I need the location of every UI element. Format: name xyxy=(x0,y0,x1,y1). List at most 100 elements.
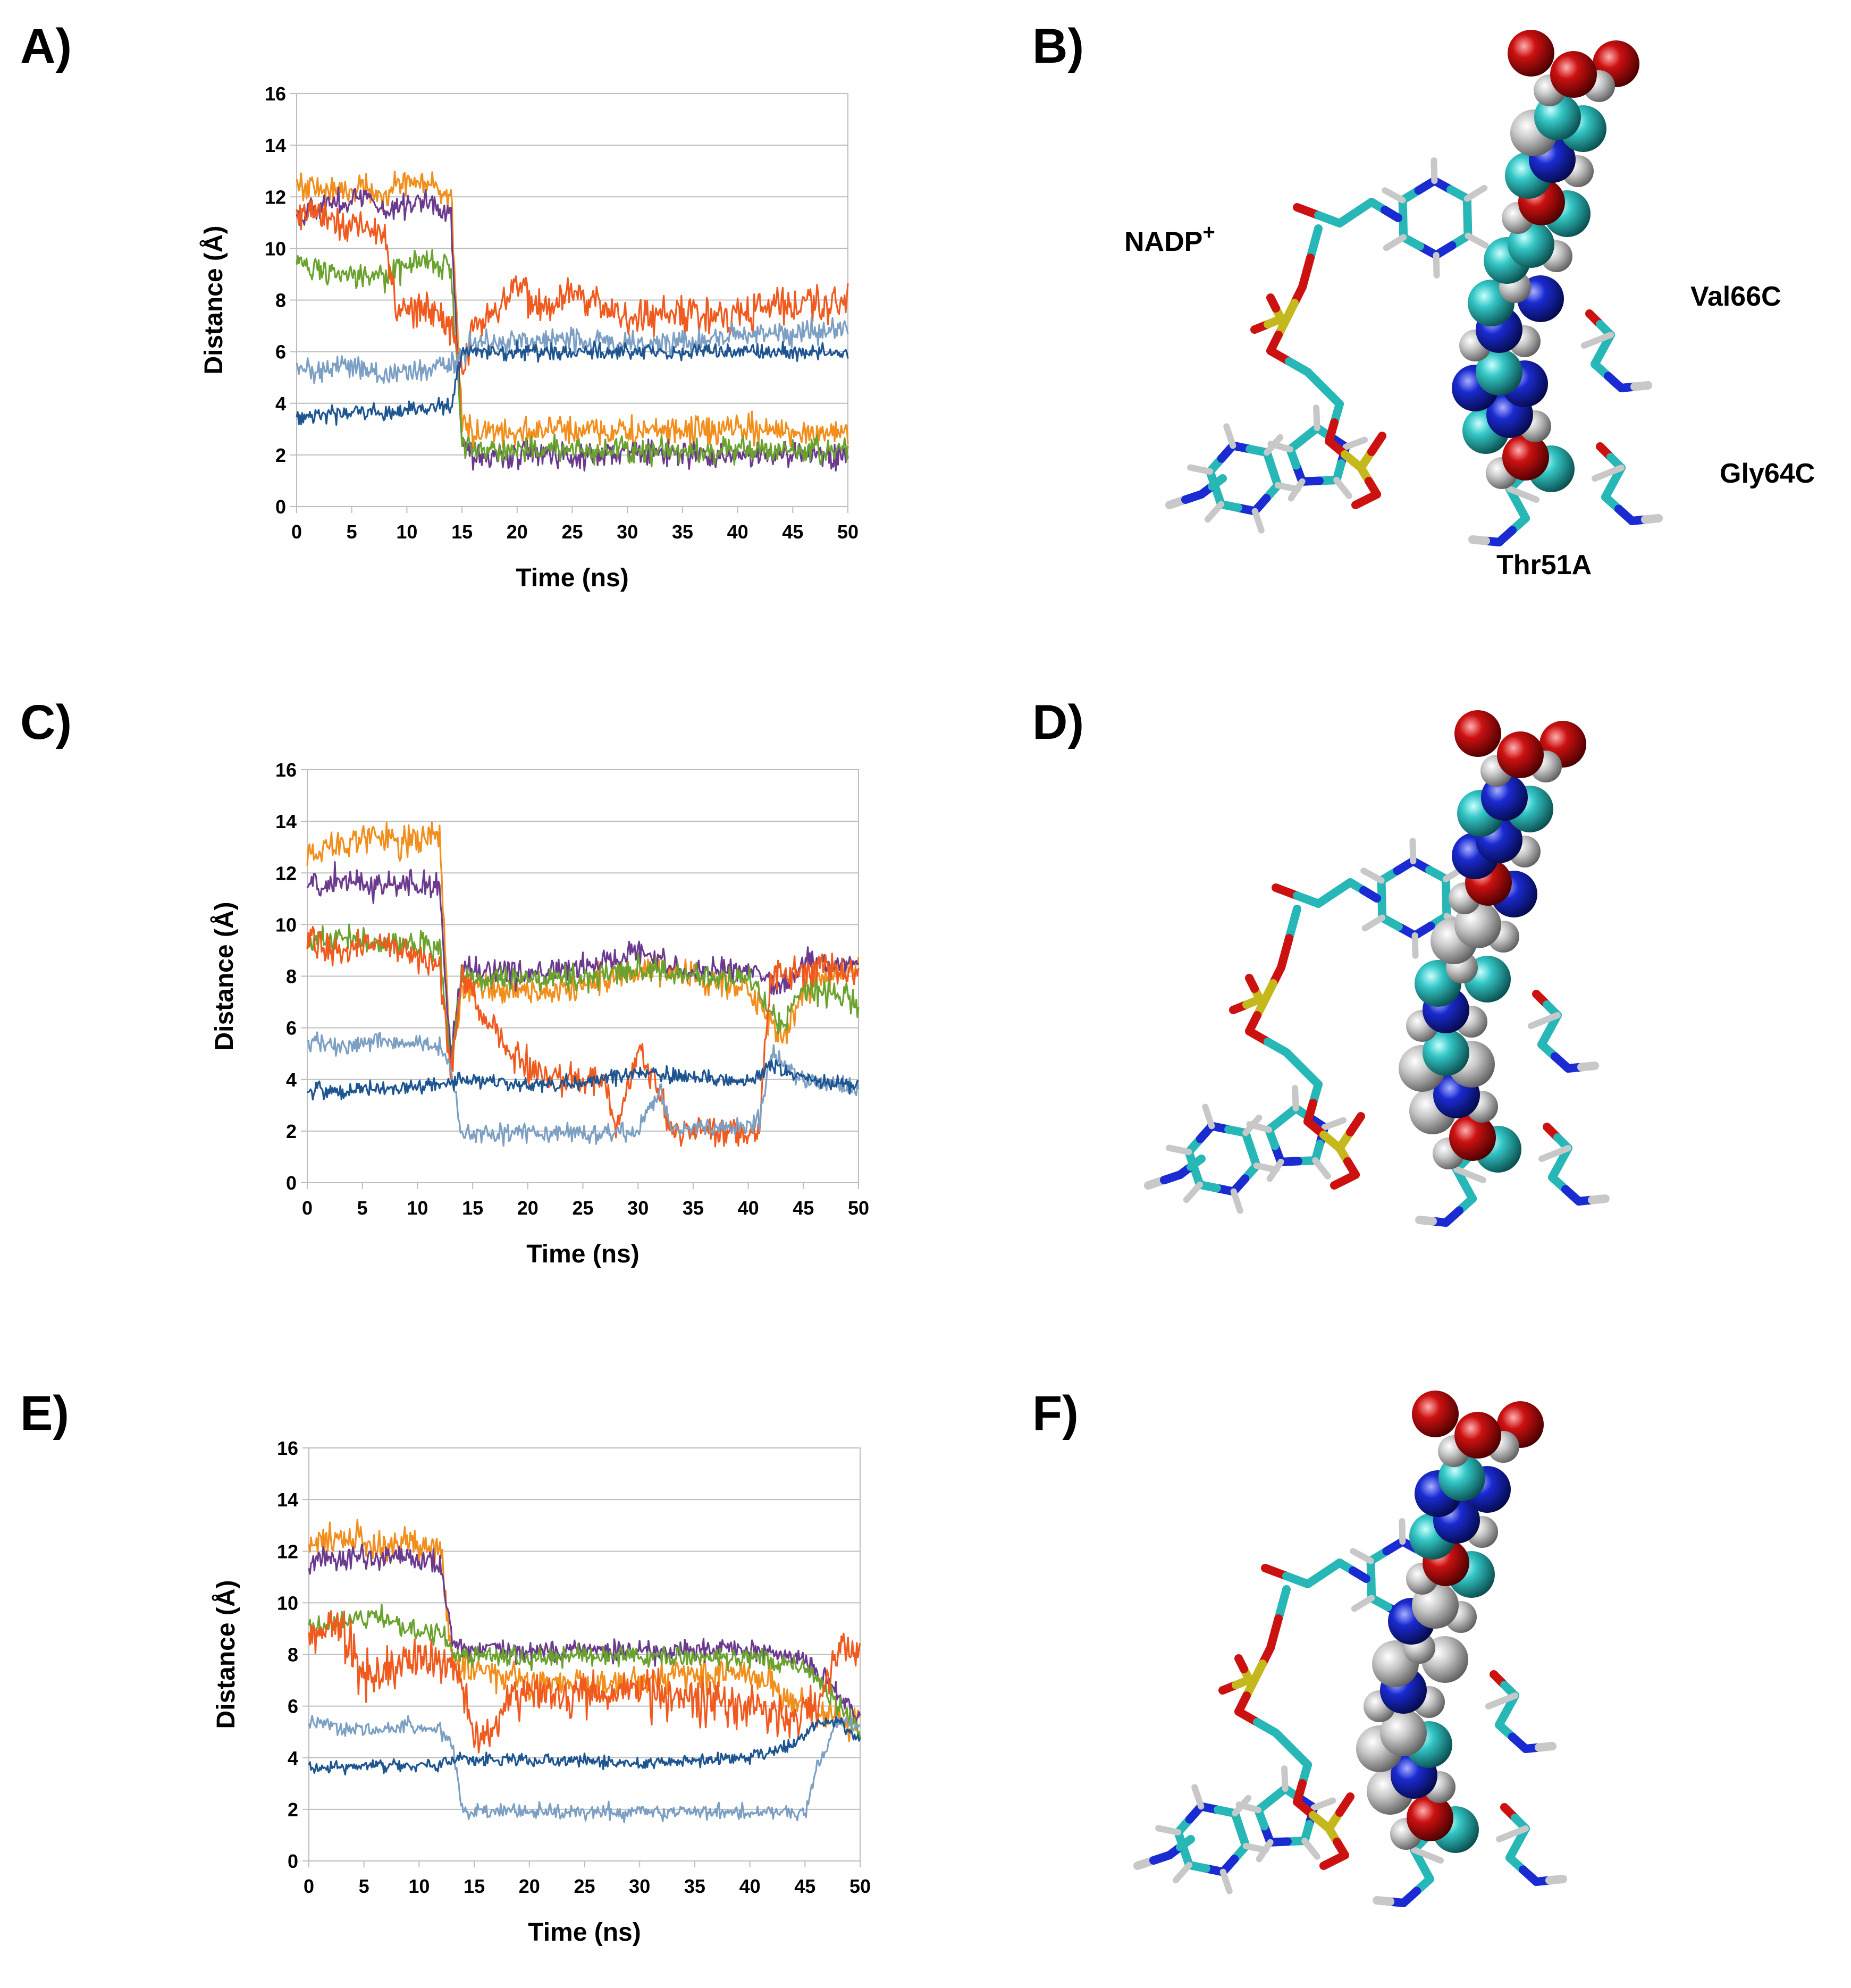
bond xyxy=(1351,1595,1375,1612)
x-tick-label: 50 xyxy=(849,1875,871,1897)
bond xyxy=(1545,1875,1567,1885)
bond xyxy=(1319,1856,1339,1870)
atom-sphere xyxy=(1502,434,1549,481)
bond xyxy=(1191,1784,1205,1810)
bond xyxy=(1176,1835,1195,1851)
bond xyxy=(1298,254,1315,291)
bond xyxy=(1411,1847,1444,1864)
atom-sphere xyxy=(1550,51,1597,98)
bond xyxy=(1306,224,1323,262)
y-tick-label: 16 xyxy=(275,759,297,781)
series-line-green xyxy=(306,923,860,1071)
chart-panel-c: 0 2 4 6 8 10 12 14 16 0 5 10 15 20 25 30 35 40 45 50 Time (n… xyxy=(210,759,869,1268)
bond xyxy=(1301,1838,1320,1860)
bond xyxy=(1256,1839,1274,1863)
panel-letter-d: D) xyxy=(1032,695,1084,749)
bond xyxy=(1630,381,1652,391)
x-axis-title: Time (ns) xyxy=(526,1240,639,1268)
panel-letter-f: F) xyxy=(1032,1386,1079,1441)
y-axis-title: Distance (Å) xyxy=(210,902,239,1050)
y-tick-label: 16 xyxy=(277,1437,298,1459)
series-line-light-blue xyxy=(307,1031,860,1147)
bond xyxy=(1208,474,1227,491)
x-tick-label: 45 xyxy=(793,1197,814,1219)
bond xyxy=(1321,1117,1347,1131)
atom-sphere xyxy=(1412,1391,1459,1437)
label-nadp: NADP+ xyxy=(1124,221,1215,257)
bond xyxy=(1335,1792,1354,1817)
y-tick-label: 10 xyxy=(275,914,297,936)
bond xyxy=(1383,234,1407,251)
bond xyxy=(1223,423,1236,449)
bond xyxy=(1468,535,1490,545)
label-val66c: Val66C xyxy=(1690,281,1781,312)
series-line-orange xyxy=(306,821,860,1071)
bond xyxy=(1381,206,1402,222)
x-tick-label: 35 xyxy=(672,521,693,543)
x-tick-label: 25 xyxy=(572,1197,593,1219)
bond xyxy=(1465,232,1489,249)
bond xyxy=(1230,1188,1243,1214)
bond xyxy=(1535,1742,1556,1752)
label-gly64c: Gly64C xyxy=(1720,458,1815,489)
y-tick-label: 16 xyxy=(265,83,286,105)
x-tick-label: 20 xyxy=(519,1875,540,1897)
series-line-green xyxy=(308,1604,861,1739)
x-tick-label: 35 xyxy=(684,1875,705,1897)
bond xyxy=(1359,886,1381,903)
x-axis-title: Time (ns) xyxy=(516,564,628,592)
bond xyxy=(1187,464,1214,475)
bond xyxy=(1312,1157,1331,1180)
x-tick-label: 15 xyxy=(462,1197,483,1219)
series-line-light-blue xyxy=(308,1715,861,1824)
bond xyxy=(1266,1614,1283,1652)
y-tick-label: 12 xyxy=(277,1540,298,1562)
bond xyxy=(1234,1654,1248,1673)
x-tick-label: 0 xyxy=(291,521,302,543)
y-tick-label: 4 xyxy=(275,393,286,415)
bond xyxy=(1183,1181,1203,1203)
atom-sphere xyxy=(1476,349,1522,395)
series-line-red-orange xyxy=(306,925,860,1148)
y-tick-label: 6 xyxy=(286,1017,297,1039)
bond xyxy=(1367,432,1386,456)
y-tick-label: 0 xyxy=(275,496,286,518)
molecule-panel-b xyxy=(1165,30,1663,546)
x-tick-label: 30 xyxy=(629,1875,650,1897)
bond xyxy=(1538,1145,1571,1162)
y-tick-label: 8 xyxy=(275,290,286,311)
x-tick-label: 15 xyxy=(464,1875,485,1897)
bond xyxy=(1285,905,1301,942)
bond xyxy=(1292,1085,1299,1112)
x-tick-label: 20 xyxy=(517,1197,539,1219)
y-tick-label: 0 xyxy=(286,1172,297,1194)
x-tick-label: 5 xyxy=(357,1197,368,1219)
x-tick-label: 0 xyxy=(302,1197,313,1219)
x-tick-label: 40 xyxy=(739,1875,761,1897)
x-tick-label: 30 xyxy=(627,1197,649,1219)
x-tick-label: 50 xyxy=(837,521,859,543)
x-tick-label: 25 xyxy=(574,1875,595,1897)
atom-sphere xyxy=(1449,1114,1496,1161)
x-tick-label: 40 xyxy=(727,521,748,543)
x-tick-label: 45 xyxy=(782,521,803,543)
bond xyxy=(1382,187,1406,204)
bond xyxy=(1277,934,1293,972)
x-tick-label: 40 xyxy=(738,1197,759,1219)
bond xyxy=(1496,1825,1529,1842)
y-tick-label: 12 xyxy=(265,186,286,208)
panel-letter-e: E) xyxy=(20,1386,69,1441)
bond xyxy=(1411,932,1419,959)
y-tick-label: 14 xyxy=(277,1489,298,1511)
y-tick-label: 2 xyxy=(275,444,286,466)
bond xyxy=(1415,1216,1437,1226)
bond xyxy=(1592,465,1625,482)
bond xyxy=(1349,1566,1370,1583)
bond xyxy=(1346,1112,1365,1136)
label-thr51a: Thr51A xyxy=(1496,550,1592,580)
bond xyxy=(1166,1144,1192,1156)
panel-letter-c: C) xyxy=(20,695,72,749)
series-line-dark-blue xyxy=(308,1716,861,1776)
atom-sphere xyxy=(1508,30,1554,77)
